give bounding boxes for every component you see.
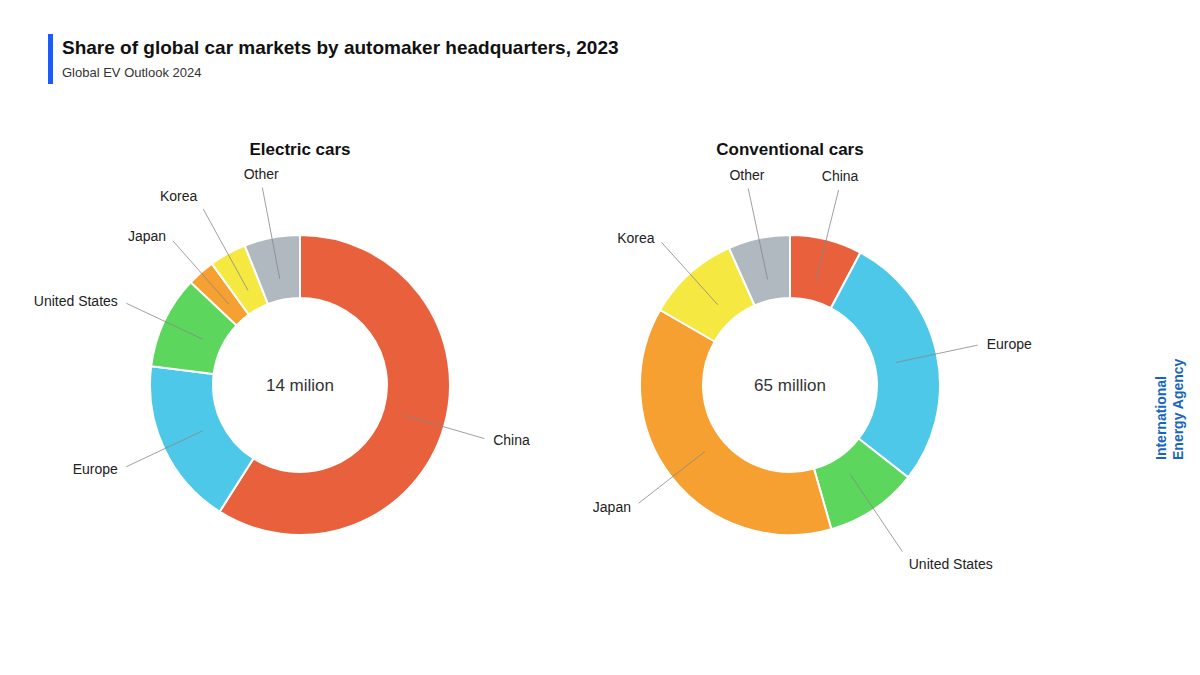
donut-slice bbox=[831, 253, 940, 478]
leader-line bbox=[850, 475, 902, 552]
leader-line bbox=[126, 303, 202, 339]
donut-slice bbox=[150, 366, 253, 511]
leader-line bbox=[262, 188, 279, 279]
donut-chart: China Europe United States Japan Korea Other 1… bbox=[34, 140, 530, 535]
title: Share of global car markets by automaker… bbox=[62, 37, 619, 58]
slice-label: Other bbox=[244, 166, 279, 182]
leader-line bbox=[404, 415, 485, 438]
donut-slice bbox=[245, 235, 300, 304]
leader-line bbox=[126, 431, 202, 467]
leader-line bbox=[896, 345, 978, 362]
leader-line bbox=[748, 188, 767, 279]
leader-line bbox=[816, 190, 838, 280]
slice-label: United States bbox=[34, 293, 118, 309]
slice-label: China bbox=[493, 432, 530, 448]
watermark-text: International bbox=[1153, 376, 1169, 460]
slice-label: Korea bbox=[160, 188, 198, 204]
donut-slice bbox=[640, 310, 831, 535]
watermark: InternationalEnergy Agency bbox=[1153, 358, 1186, 460]
leader-line bbox=[639, 451, 705, 503]
slice-label: Japan bbox=[593, 499, 631, 515]
chart-root: Share of global car markets by automaker… bbox=[0, 0, 1200, 675]
leader-line bbox=[203, 209, 248, 290]
slice-label: United States bbox=[909, 556, 993, 572]
donut-slice bbox=[729, 235, 790, 306]
slice-label: China bbox=[822, 168, 859, 184]
leader-line bbox=[662, 242, 718, 304]
slice-label: Korea bbox=[617, 230, 655, 246]
slice-label: Europe bbox=[73, 461, 118, 477]
watermark-text: Energy Agency bbox=[1170, 358, 1186, 460]
slice-label: Japan bbox=[128, 228, 166, 244]
chart-title: Electric cars bbox=[249, 140, 350, 159]
slice-label: Europe bbox=[987, 336, 1032, 352]
center-text: 14 milion bbox=[266, 376, 334, 395]
donut-chart: China Europe United States Japan Korea Other 6… bbox=[593, 140, 1032, 572]
slice-label: Other bbox=[729, 167, 764, 183]
accent-bar bbox=[48, 34, 53, 84]
subtitle: Global EV Outlook 2024 bbox=[62, 65, 201, 80]
center-text: 65 million bbox=[754, 376, 826, 395]
chart-title: Conventional cars bbox=[716, 140, 863, 159]
